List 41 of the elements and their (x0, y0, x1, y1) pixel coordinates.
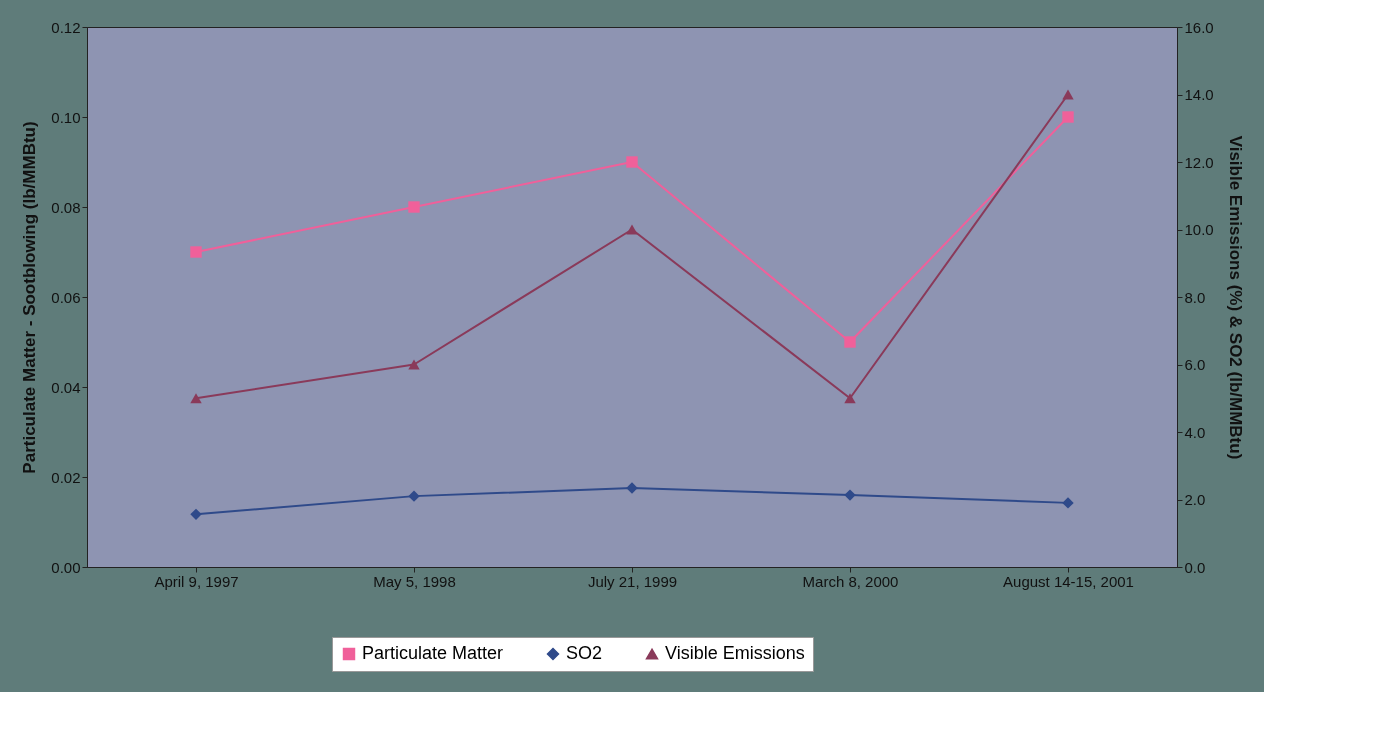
point (844, 336, 856, 348)
y2-tick-label: 0.0 (1184, 558, 1206, 576)
point (408, 201, 420, 213)
y2-tick-label: 6.0 (1184, 356, 1206, 373)
y2-tick-label: 2.0 (1184, 491, 1206, 508)
y-tick-label: 0.10 (51, 108, 81, 126)
x-tick-label: July 21, 1999 (587, 572, 678, 590)
point (190, 246, 202, 258)
legend-label: Visible Emissions (665, 643, 805, 663)
point (190, 393, 202, 404)
y2-tick-label: 16.0 (1184, 18, 1214, 36)
y-tick-label: 0.02 (51, 468, 81, 486)
x-tick-label: August 14-15, 2001 (1003, 572, 1134, 590)
point (190, 508, 202, 521)
y-tick-label: 0.00 (51, 558, 81, 576)
point (626, 224, 638, 235)
point (844, 393, 856, 404)
y-tick-label: 0.12 (51, 18, 81, 36)
point (408, 490, 420, 502)
y2-tick-label: 12.0 (1184, 153, 1214, 171)
y-tick-label: 0.04 (51, 378, 81, 396)
y2-tick-label: 4.0 (1184, 423, 1206, 441)
point (844, 489, 856, 501)
point (626, 156, 638, 168)
x-tick-label: May 5, 1998 (373, 572, 456, 590)
y-axis-title: Particulate Matter - Sootblowing (lb/MMBtu) (20, 121, 40, 474)
y2-tick-label: 10.0 (1184, 221, 1214, 238)
x-tick-label: April 9, 1997 (154, 572, 239, 590)
legend-label: Particulate Matter (362, 643, 504, 663)
point (626, 482, 638, 494)
legend-label: SO2 (566, 643, 603, 663)
y2-axis-title: Visible Emissions (%) & SO2 (lb/MMBtu) (1225, 135, 1245, 460)
x-tick-label: March 8, 2000 (802, 572, 899, 590)
y2-tick-label: 14.0 (1184, 86, 1214, 103)
y-tick-label: 0.08 (51, 198, 81, 216)
point (408, 359, 420, 370)
point (1062, 497, 1074, 509)
y2-tick-label: 8.0 (1184, 288, 1206, 306)
point (1062, 89, 1074, 100)
point (1062, 111, 1074, 123)
y-tick-label: 0.06 (51, 288, 81, 306)
